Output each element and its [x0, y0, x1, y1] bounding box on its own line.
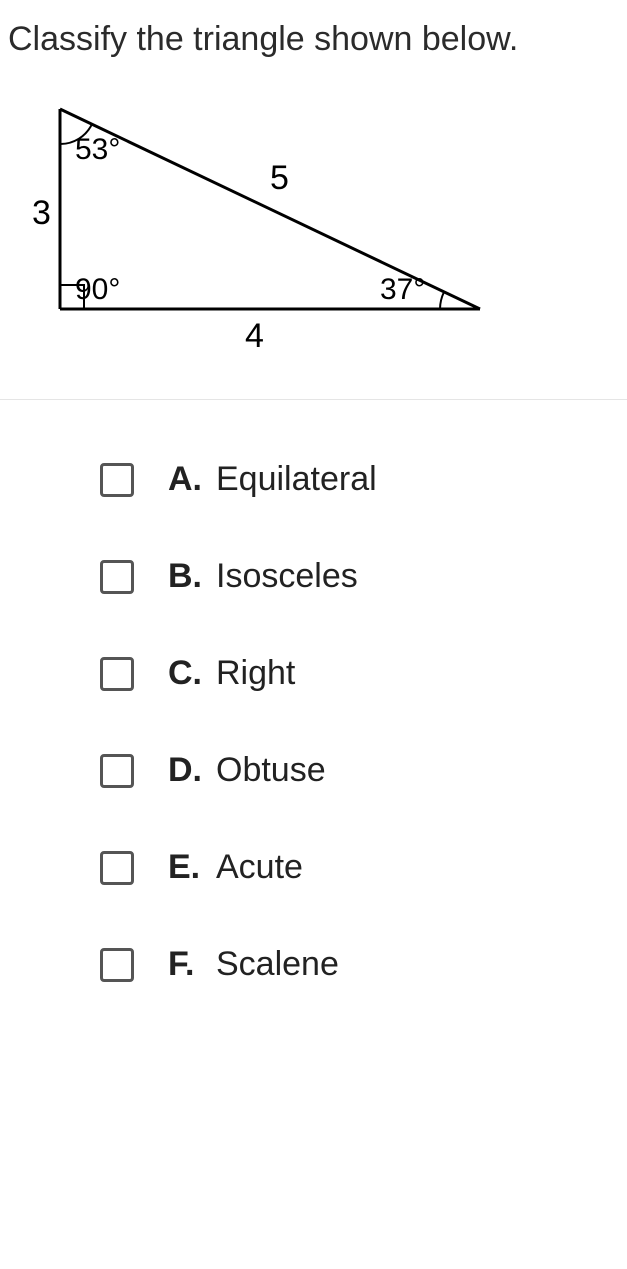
option-letter: D. [168, 751, 212, 790]
option-f[interactable]: F. Scalene [100, 945, 627, 984]
checkbox-b[interactable] [100, 560, 134, 594]
label-angle-bottom-left: 90° [75, 273, 120, 306]
question-prompt: Classify the triangle shown below. [0, 20, 627, 89]
options-list: A. Equilateral B. Isosceles C. Right D. … [0, 400, 627, 984]
label-side-bottom: 4 [245, 317, 264, 355]
option-letter: A. [168, 460, 212, 499]
option-c[interactable]: C. Right [100, 654, 627, 693]
triangle-figure: 3 5 4 53° 90° 37° [0, 89, 627, 399]
label-angle-top: 53° [75, 133, 120, 166]
option-letter: C. [168, 654, 212, 693]
option-letter: E. [168, 848, 212, 887]
checkbox-a[interactable] [100, 463, 134, 497]
label-side-hypotenuse: 5 [270, 159, 289, 197]
option-e[interactable]: E. Acute [100, 848, 627, 887]
page: Classify the triangle shown below. 3 5 4… [0, 0, 627, 1269]
label-side-left: 3 [32, 194, 51, 232]
option-text: Isosceles [216, 557, 358, 596]
checkbox-f[interactable] [100, 948, 134, 982]
checkbox-d[interactable] [100, 754, 134, 788]
option-text: Acute [216, 848, 303, 887]
label-angle-bottom-right: 37° [380, 273, 425, 306]
checkbox-e[interactable] [100, 851, 134, 885]
option-b[interactable]: B. Isosceles [100, 557, 627, 596]
option-text: Equilateral [216, 460, 377, 499]
checkbox-c[interactable] [100, 657, 134, 691]
option-text: Obtuse [216, 751, 326, 790]
triangle-svg: 3 5 4 53° 90° 37° [20, 89, 520, 359]
option-d[interactable]: D. Obtuse [100, 751, 627, 790]
option-letter: B. [168, 557, 212, 596]
option-letter: F. [168, 945, 212, 984]
option-text: Right [216, 654, 295, 693]
right-angle-arc [440, 292, 444, 309]
option-a[interactable]: A. Equilateral [100, 460, 627, 499]
question-area: Classify the triangle shown below. 3 5 4… [0, 0, 627, 400]
option-text: Scalene [216, 945, 339, 984]
